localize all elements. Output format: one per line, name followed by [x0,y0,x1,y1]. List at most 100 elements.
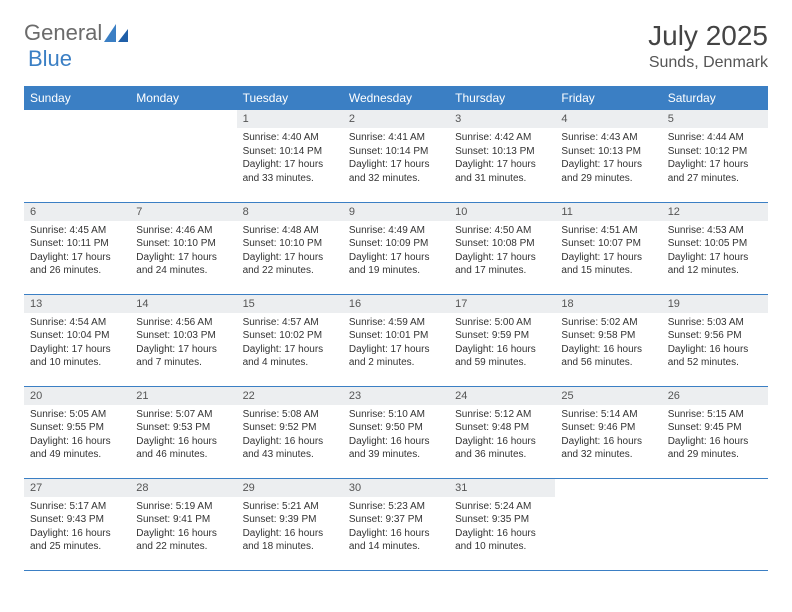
sunset-text: Sunset: 10:14 PM [349,145,443,159]
day-body: Sunrise: 5:03 AMSunset: 9:56 PMDaylight:… [662,313,768,376]
daylight-text: Daylight: 16 hours and 59 minutes. [455,343,549,370]
day-number: 18 [555,295,661,313]
calendar-cell: 11Sunrise: 4:51 AMSunset: 10:07 PMDaylig… [555,202,661,294]
day-body: Sunrise: 5:21 AMSunset: 9:39 PMDaylight:… [237,497,343,560]
sunrise-text: Sunrise: 4:45 AM [30,224,124,238]
calendar-cell: 14Sunrise: 4:56 AMSunset: 10:03 PMDaylig… [130,294,236,386]
day-number: 21 [130,387,236,405]
sunrise-text: Sunrise: 4:59 AM [349,316,443,330]
calendar-cell: 29Sunrise: 5:21 AMSunset: 9:39 PMDayligh… [237,478,343,570]
day-body: Sunrise: 5:12 AMSunset: 9:48 PMDaylight:… [449,405,555,468]
calendar-cell: 31Sunrise: 5:24 AMSunset: 9:35 PMDayligh… [449,478,555,570]
calendar-week-row: 27Sunrise: 5:17 AMSunset: 9:43 PMDayligh… [24,478,768,570]
calendar-table: Sunday Monday Tuesday Wednesday Thursday… [24,86,768,571]
sunset-text: Sunset: 10:13 PM [561,145,655,159]
calendar-cell: 30Sunrise: 5:23 AMSunset: 9:37 PMDayligh… [343,478,449,570]
sunrise-text: Sunrise: 4:53 AM [668,224,762,238]
sunrise-text: Sunrise: 4:43 AM [561,131,655,145]
day-number: 9 [343,203,449,221]
day-number: 4 [555,110,661,128]
daylight-text: Daylight: 16 hours and 29 minutes. [668,435,762,462]
daylight-text: Daylight: 17 hours and 2 minutes. [349,343,443,370]
day-body: Sunrise: 5:15 AMSunset: 9:45 PMDaylight:… [662,405,768,468]
sunrise-text: Sunrise: 4:46 AM [136,224,230,238]
sunrise-text: Sunrise: 5:24 AM [455,500,549,514]
weekday-header: Wednesday [343,86,449,110]
calendar-cell: 8Sunrise: 4:48 AMSunset: 10:10 PMDayligh… [237,202,343,294]
day-body: Sunrise: 4:48 AMSunset: 10:10 PMDaylight… [237,221,343,284]
day-number: 17 [449,295,555,313]
day-body: Sunrise: 5:24 AMSunset: 9:35 PMDaylight:… [449,497,555,560]
daylight-text: Daylight: 17 hours and 33 minutes. [243,158,337,185]
day-number: 1 [237,110,343,128]
daylight-text: Daylight: 17 hours and 15 minutes. [561,251,655,278]
calendar-cell: 19Sunrise: 5:03 AMSunset: 9:56 PMDayligh… [662,294,768,386]
day-number: 8 [237,203,343,221]
calendar-cell: 20Sunrise: 5:05 AMSunset: 9:55 PMDayligh… [24,386,130,478]
sunset-text: Sunset: 10:04 PM [30,329,124,343]
day-number: 15 [237,295,343,313]
title-block: July 2025 Sunds, Denmark [648,20,768,72]
brand-logo: General [24,20,132,46]
day-body: Sunrise: 5:10 AMSunset: 9:50 PMDaylight:… [343,405,449,468]
sunset-text: Sunset: 10:12 PM [668,145,762,159]
daylight-text: Daylight: 17 hours and 22 minutes. [243,251,337,278]
sunrise-text: Sunrise: 4:44 AM [668,131,762,145]
calendar-cell: 6Sunrise: 4:45 AMSunset: 10:11 PMDayligh… [24,202,130,294]
daylight-text: Daylight: 16 hours and 49 minutes. [30,435,124,462]
brand-blue: Blue [28,46,72,71]
sunrise-text: Sunrise: 5:08 AM [243,408,337,422]
sunrise-text: Sunrise: 4:50 AM [455,224,549,238]
day-number: 27 [24,479,130,497]
calendar-cell: 4Sunrise: 4:43 AMSunset: 10:13 PMDayligh… [555,110,661,202]
sunset-text: Sunset: 10:14 PM [243,145,337,159]
sunrise-text: Sunrise: 5:14 AM [561,408,655,422]
calendar-week-row: 6Sunrise: 4:45 AMSunset: 10:11 PMDayligh… [24,202,768,294]
day-body: Sunrise: 5:00 AMSunset: 9:59 PMDaylight:… [449,313,555,376]
day-body: Sunrise: 4:42 AMSunset: 10:13 PMDaylight… [449,128,555,191]
day-body: Sunrise: 4:59 AMSunset: 10:01 PMDaylight… [343,313,449,376]
daylight-text: Daylight: 16 hours and 14 minutes. [349,527,443,554]
day-body: Sunrise: 4:46 AMSunset: 10:10 PMDaylight… [130,221,236,284]
daylight-text: Daylight: 16 hours and 52 minutes. [668,343,762,370]
sunset-text: Sunset: 9:37 PM [349,513,443,527]
sunset-text: Sunset: 9:41 PM [136,513,230,527]
calendar-cell [555,478,661,570]
daylight-text: Daylight: 17 hours and 32 minutes. [349,158,443,185]
sunrise-text: Sunrise: 5:02 AM [561,316,655,330]
day-number: 20 [24,387,130,405]
day-number: 24 [449,387,555,405]
sunrise-text: Sunrise: 5:10 AM [349,408,443,422]
calendar-cell: 18Sunrise: 5:02 AMSunset: 9:58 PMDayligh… [555,294,661,386]
sunset-text: Sunset: 10:07 PM [561,237,655,251]
calendar-cell [24,110,130,202]
day-number: 26 [662,387,768,405]
sunrise-text: Sunrise: 4:41 AM [349,131,443,145]
calendar-cell [130,110,236,202]
day-number: 14 [130,295,236,313]
brand-general: General [24,20,102,46]
calendar-cell [662,478,768,570]
calendar-cell: 3Sunrise: 4:42 AMSunset: 10:13 PMDayligh… [449,110,555,202]
sunset-text: Sunset: 9:46 PM [561,421,655,435]
sunset-text: Sunset: 9:59 PM [455,329,549,343]
calendar-cell: 2 Sunrise: 4:41 AMSunset: 10:14 PMDayligh… [343,110,449,202]
calendar-cell: 13Sunrise: 4:54 AMSunset: 10:04 PMDaylig… [24,294,130,386]
weekday-header: Saturday [662,86,768,110]
daylight-text: Daylight: 16 hours and 18 minutes. [243,527,337,554]
day-number: 19 [662,295,768,313]
day-body: Sunrise: 5:07 AMSunset: 9:53 PMDaylight:… [130,405,236,468]
sunrise-text: Sunrise: 4:40 AM [243,131,337,145]
day-number: 2 [343,110,449,128]
sunrise-text: Sunrise: 5:03 AM [668,316,762,330]
daylight-text: Daylight: 17 hours and 12 minutes. [668,251,762,278]
daylight-text: Daylight: 17 hours and 31 minutes. [455,158,549,185]
day-body: Sunrise: 4:56 AMSunset: 10:03 PMDaylight… [130,313,236,376]
day-number: 7 [130,203,236,221]
sunset-text: Sunset: 10:11 PM [30,237,124,251]
calendar-cell: 9Sunrise: 4:49 AMSunset: 10:09 PMDayligh… [343,202,449,294]
day-number: 10 [449,203,555,221]
calendar-cell: 28Sunrise: 5:19 AMSunset: 9:41 PMDayligh… [130,478,236,570]
sunset-text: Sunset: 9:43 PM [30,513,124,527]
calendar-cell: 12Sunrise: 4:53 AMSunset: 10:05 PMDaylig… [662,202,768,294]
